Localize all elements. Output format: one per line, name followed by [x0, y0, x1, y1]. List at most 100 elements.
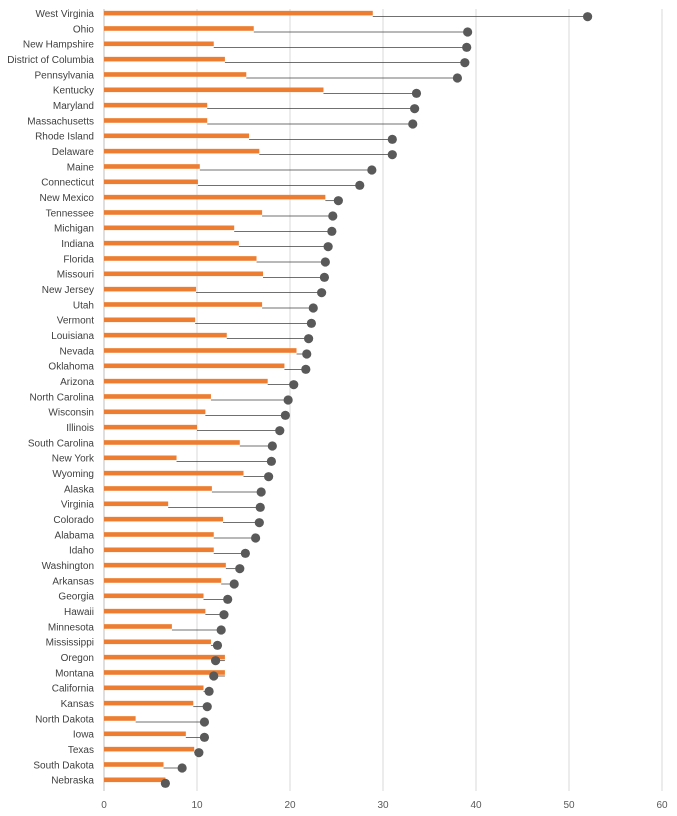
category-label: Florida [63, 254, 94, 265]
bar [104, 578, 222, 583]
dot-point [301, 364, 311, 374]
category-label: Delaware [52, 147, 95, 158]
dot-point [280, 410, 290, 420]
dot-point [212, 640, 223, 650]
dot-point [255, 502, 265, 512]
dot-point [328, 211, 338, 221]
dot-point [317, 288, 327, 298]
category-label: Illinois [66, 423, 94, 434]
dot-point [319, 272, 330, 282]
category-label: Utah [73, 300, 94, 311]
bar [104, 225, 235, 231]
bar [104, 501, 169, 507]
dot-point [283, 395, 293, 405]
dot-point [254, 518, 264, 528]
bar [104, 409, 206, 415]
category-label: Arkansas [52, 576, 94, 587]
dot-point [327, 226, 337, 236]
category-label: Mississippi [46, 638, 94, 649]
dot-point [460, 58, 470, 68]
dot-series [160, 12, 593, 788]
x-tick-label: 30 [377, 800, 389, 811]
bar [104, 378, 268, 384]
bar [104, 716, 136, 721]
category-label: Wyoming [52, 469, 94, 480]
dot-point [211, 656, 221, 666]
category-label: New Jersey [42, 285, 94, 296]
category-label: California [52, 684, 95, 695]
dot-point [209, 671, 219, 681]
dot-point [267, 441, 277, 451]
category-label: Vermont [57, 316, 94, 327]
category-label: Alabama [55, 530, 95, 541]
category-label: Rhode Island [35, 132, 94, 143]
dot-point [235, 564, 245, 574]
bar [104, 777, 166, 783]
category-label: Alaska [64, 484, 94, 495]
category-label: Iowa [73, 730, 95, 741]
dot-point [387, 150, 397, 160]
bar [104, 148, 260, 154]
bar [104, 562, 226, 568]
dot-point [387, 134, 397, 144]
bar [104, 440, 240, 445]
dot-point [306, 318, 316, 328]
bar [104, 547, 214, 553]
dot-point [410, 104, 420, 114]
x-tick-label: 60 [656, 800, 668, 811]
connector-lines [135, 16, 588, 769]
category-label: Maryland [53, 101, 94, 112]
category-label: Washington [42, 561, 94, 572]
dot-point [240, 548, 250, 558]
category-label: Texas [68, 745, 94, 756]
bar [104, 394, 211, 399]
dot-point [199, 732, 210, 742]
category-label: Kentucky [53, 86, 94, 97]
bar [104, 210, 263, 215]
bar [104, 194, 326, 200]
dot-point [304, 334, 314, 344]
category-label: District of Columbia [7, 55, 94, 66]
category-label: Idaho [69, 546, 94, 557]
bar [104, 133, 250, 139]
dot-point [367, 165, 377, 175]
category-label: Indiana [61, 239, 94, 250]
dot-point [452, 73, 462, 83]
bar [104, 87, 324, 93]
dot-point [308, 303, 318, 313]
x-tick-label: 40 [470, 800, 482, 811]
category-label: Ohio [73, 24, 95, 35]
bar [104, 240, 239, 246]
category-label: Wisconsin [48, 408, 94, 419]
dot-point [275, 426, 285, 436]
category-label: South Dakota [33, 760, 94, 771]
bar [104, 624, 172, 629]
dot-point [462, 42, 472, 52]
category-label: New York [52, 454, 95, 465]
bar [104, 532, 214, 537]
category-label: Michigan [54, 224, 94, 235]
bar [104, 118, 208, 123]
bar [104, 639, 211, 645]
bar [104, 317, 196, 323]
category-label: West Virginia [35, 9, 94, 20]
bar [104, 455, 177, 461]
bar [104, 56, 225, 62]
dot-point [199, 717, 210, 727]
bar [104, 424, 197, 430]
bar [104, 256, 257, 261]
category-label: Montana [55, 668, 94, 679]
dot-point [219, 610, 229, 620]
dot-point [333, 196, 343, 206]
dot-point [256, 487, 266, 497]
bar [104, 731, 186, 737]
category-label: Colorado [53, 515, 94, 526]
category-label: New Mexico [40, 193, 95, 204]
bar [104, 348, 297, 353]
dot-point [229, 579, 239, 589]
category-label: Massachusetts [27, 116, 94, 127]
bar [104, 41, 214, 47]
bar [104, 363, 285, 369]
category-label: Virginia [61, 500, 95, 511]
